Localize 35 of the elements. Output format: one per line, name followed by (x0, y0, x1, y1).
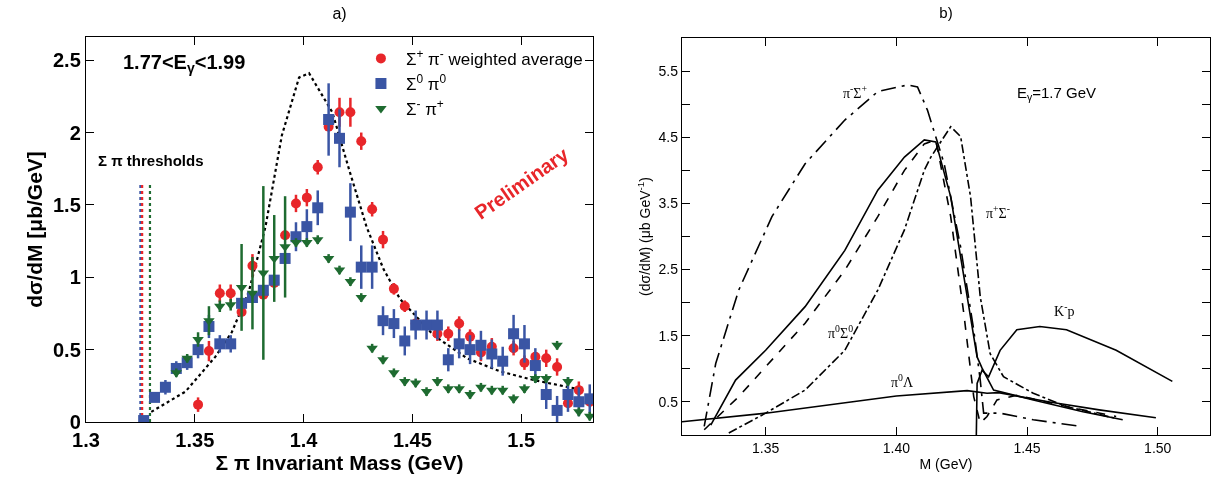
legend-label: Σ$^{+}$ π$^{-}$ weighted average (405, 46, 583, 70)
x-tick-label: 1.45 (392, 429, 432, 452)
x-tick-label: 1.40 (882, 440, 911, 456)
y-tick-label: 0.5 (658, 393, 679, 410)
x-tick-label: 1.50 (1144, 440, 1172, 456)
y-tick-label: 0.5 (52, 338, 81, 361)
y-tick-label: 5.5 (658, 62, 679, 79)
annotation: π$^{-}$Σ$^{+}$ (843, 83, 868, 101)
x-axis-title: Σ π Invariant Mass (GeV) (215, 451, 464, 475)
annotation: π$^{0}$Λ (891, 372, 914, 390)
x-tick-label: 1.5 (507, 429, 536, 452)
annotation: 1.77<E$_{γ}$<1.99 (123, 51, 246, 77)
y-tick-label: 3.5 (658, 195, 679, 212)
y-tick-label: 1 (69, 266, 81, 289)
annotation: π$^{+}$Σ$^{-}$ (986, 203, 1011, 221)
chart-title: a) (332, 4, 347, 22)
annotation: π$^{0}$Σ$^{0}$ (828, 323, 854, 341)
y-tick-label: 4.5 (658, 129, 679, 146)
y-axis-title: dσ/dM [μb/GeV] (23, 151, 47, 308)
y-tick-label: 2 (69, 121, 81, 144)
x-tick-label: 1.35 (752, 440, 780, 456)
x-tick-label: 1.4 (289, 429, 319, 452)
y-tick-label: 1.5 (52, 193, 81, 216)
annotation: Σ π thresholds (98, 152, 204, 169)
y-tick-label: 2.5 (658, 261, 679, 278)
x-tick-label: 1.45 (1013, 440, 1041, 456)
y-tick-label: 1.5 (658, 327, 679, 344)
annotation: E$_{γ}$=1.7 GeV (1017, 84, 1097, 104)
chart-title: b) (939, 3, 953, 21)
annotation: K$^{-}$p (1054, 301, 1075, 319)
legend-label: Σ$^{-}$ π$^{+}$ (405, 97, 444, 120)
x-axis-title: M (GeV) (919, 456, 973, 473)
y-tick-label: 2.5 (52, 49, 81, 72)
x-tick-label: 1.35 (175, 429, 215, 452)
legend-label: Σ$^{0}$ π$^{0}$ (405, 71, 447, 95)
